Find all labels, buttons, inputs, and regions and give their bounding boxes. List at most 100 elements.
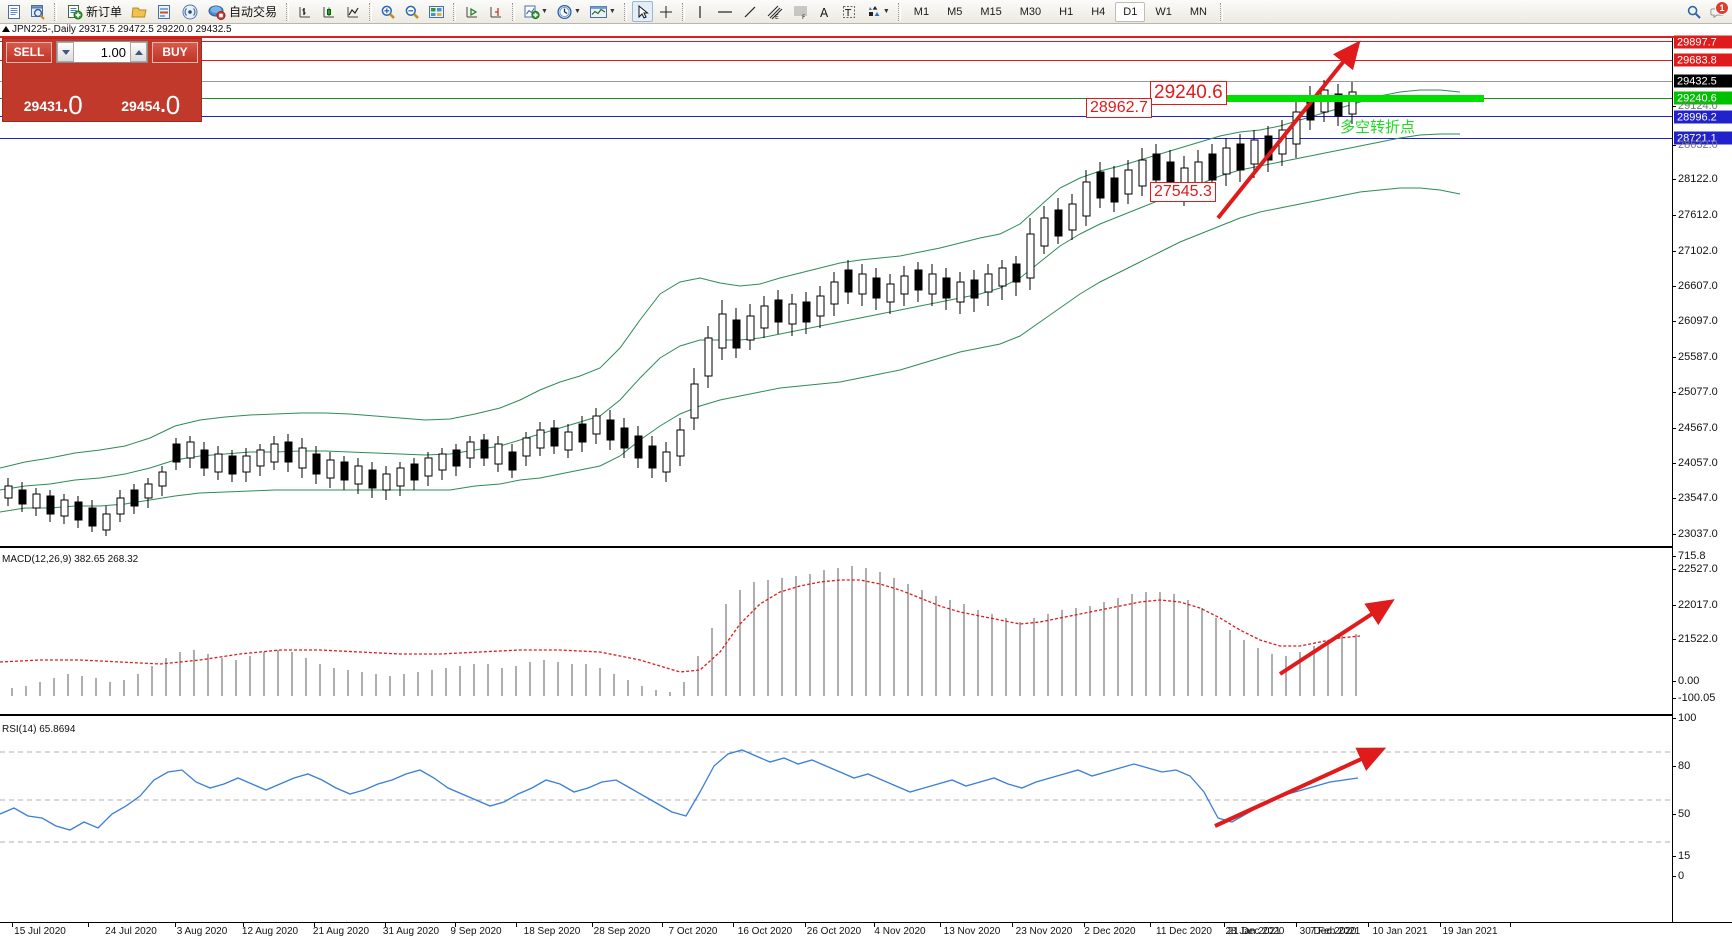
blue-support-level-1-badge[interactable]: 28996.2	[1674, 110, 1732, 124]
candle	[1096, 162, 1105, 208]
zoom-out-icon[interactable]	[401, 1, 423, 22]
price-pane[interactable]: 29240.6 28962.7 27545.3 多空转折点	[0, 38, 1672, 546]
periods-icon[interactable]: ▼	[553, 1, 584, 22]
sell-price-separator: .	[62, 95, 69, 117]
metaeditor-icon[interactable]	[128, 1, 151, 22]
date-tick: 7 Oct 2020	[668, 926, 718, 937]
date-scale[interactable]: 15 Jul 2020 24 Jul 2020 3 Aug 2020 12 Au…	[0, 922, 1732, 940]
timeframe-m1[interactable]: M1	[913, 5, 930, 18]
sell-price-cell[interactable]: 29431 . 0	[6, 65, 101, 118]
buy-price-fraction: 0	[165, 89, 181, 120]
green-target-level-badge[interactable]: 29240.6	[1674, 91, 1732, 105]
new-chart-icon[interactable]	[3, 1, 25, 22]
objects-icon[interactable]: ▼	[862, 1, 893, 22]
date-tick: 23 Nov 2020	[1015, 926, 1073, 937]
new-order-label: 新订单	[86, 5, 123, 19]
buy-button[interactable]: BUY	[152, 41, 198, 63]
trendline-glyph	[744, 6, 756, 17]
volume-stepper[interactable]: 1.00	[56, 41, 148, 63]
timeframe-m5[interactable]: M5	[947, 5, 963, 18]
sell-button[interactable]: SELL	[6, 41, 52, 63]
volume-increment-button[interactable]	[130, 42, 147, 62]
indicators-icon[interactable]: ▼	[520, 1, 551, 22]
hline-29432	[0, 81, 1672, 82]
date-gridmark	[88, 923, 89, 927]
templates-icon[interactable]: ▼	[586, 1, 619, 22]
red-up-arrow-main	[1216, 40, 1361, 220]
search-icon[interactable]	[1683, 1, 1705, 22]
candle	[1334, 84, 1343, 126]
timeframe-d1[interactable]: D1	[1115, 1, 1146, 22]
candle	[102, 506, 111, 536]
toolbar-separator	[681, 2, 685, 21]
volume-decrement-button[interactable]	[57, 42, 74, 62]
one-click-trading-panel[interactable]: SELL 1.00 BUY 29431 . 0 29454 . 0	[2, 38, 202, 122]
date-tick: 12 Aug 2020	[241, 926, 299, 937]
candle	[410, 458, 419, 490]
bar-chart-icon[interactable]	[294, 1, 316, 22]
volume-input[interactable]: 1.00	[74, 42, 130, 62]
timeframe-h4[interactable]: H4	[1091, 5, 1106, 18]
equidistant-channel-icon[interactable]: E	[763, 1, 787, 22]
chart-top-red-line	[0, 36, 1732, 38]
chevron-down-icon[interactable]: ▼	[541, 8, 548, 15]
timeframe-h1[interactable]: H1	[1059, 5, 1074, 18]
market-watch-icon[interactable]	[27, 1, 49, 22]
notifications-icon[interactable]: 1	[1707, 0, 1729, 22]
price-tick: 22017.0	[1673, 599, 1718, 611]
hline-28721	[0, 138, 1672, 139]
new-order-glyph	[68, 4, 83, 19]
triangle-down-icon	[61, 49, 70, 55]
candle	[18, 482, 27, 512]
candle	[1082, 170, 1091, 226]
candlestick-chart-icon[interactable]	[318, 1, 340, 22]
crosshair-icon[interactable]	[655, 1, 677, 22]
candle	[242, 448, 251, 482]
timeframe-w1[interactable]: W1	[1155, 5, 1172, 18]
fibonacci-icon[interactable]: F	[789, 1, 813, 22]
chart-shift-icon[interactable]	[485, 1, 507, 22]
timeframe-m15[interactable]: M15	[980, 5, 1002, 18]
new-order-button[interactable]: 新订单	[62, 1, 126, 22]
take-profit-level-badge[interactable]: 29897.7	[1674, 35, 1732, 49]
auto-trading-button[interactable]: 自动交易	[204, 1, 281, 22]
price-tick: 24567.0	[1673, 422, 1718, 434]
collapse-arrow-icon[interactable]	[2, 26, 10, 32]
vertical-line-icon[interactable]	[690, 1, 711, 22]
resistance-level-badge[interactable]: 29683.8	[1674, 53, 1732, 67]
date-gridmark	[662, 923, 663, 927]
trendline-icon[interactable]	[739, 1, 761, 22]
candle	[382, 466, 391, 500]
chevron-down-icon[interactable]: ▼	[882, 8, 890, 15]
timeframe-mn[interactable]: MN	[1189, 5, 1207, 18]
timeframe-m30[interactable]: M30	[1019, 5, 1042, 18]
candle	[452, 444, 461, 476]
candle	[508, 444, 517, 478]
text-icon[interactable]: A	[815, 1, 836, 22]
chevron-down-icon[interactable]: ▼	[608, 8, 616, 15]
buy-price-cell[interactable]: 29454 . 0	[103, 65, 198, 120]
strategy-tester-icon[interactable]	[153, 1, 176, 22]
rsi-pane[interactable]: RSI(14) 65.8694	[0, 722, 1672, 922]
horizontal-line-icon[interactable]	[713, 1, 737, 22]
tile-windows-icon[interactable]	[425, 1, 448, 22]
candle	[536, 422, 545, 456]
autoscroll-glyph	[466, 6, 478, 17]
line-chart-icon[interactable]	[342, 1, 364, 22]
price-scale[interactable]: 28122.0 27612.0 27102.0 26607.0 26097.0 …	[1672, 35, 1732, 922]
date-gridmark	[733, 923, 734, 927]
auto-scroll-icon[interactable]	[461, 1, 483, 22]
chevron-down-icon[interactable]: ▼	[573, 8, 581, 15]
text-label-icon[interactable]: T	[838, 1, 860, 22]
signals-icon[interactable]	[178, 1, 202, 22]
template-glyph	[589, 5, 607, 18]
last-price-level-badge[interactable]: 29432.5	[1674, 74, 1732, 88]
date-tick: 26 Oct 2020	[806, 926, 862, 937]
blue-support-level-2-badge[interactable]: 28721.1	[1674, 131, 1732, 145]
auto-trading-label: 自动交易	[229, 5, 278, 19]
buy-price-integer: 29454	[121, 98, 161, 114]
cursor-icon[interactable]	[631, 1, 653, 22]
macd-pane[interactable]: MACD(12,26,9) 382.65 268.32	[0, 552, 1672, 714]
candle	[900, 266, 909, 306]
zoom-in-icon[interactable]	[377, 1, 399, 22]
